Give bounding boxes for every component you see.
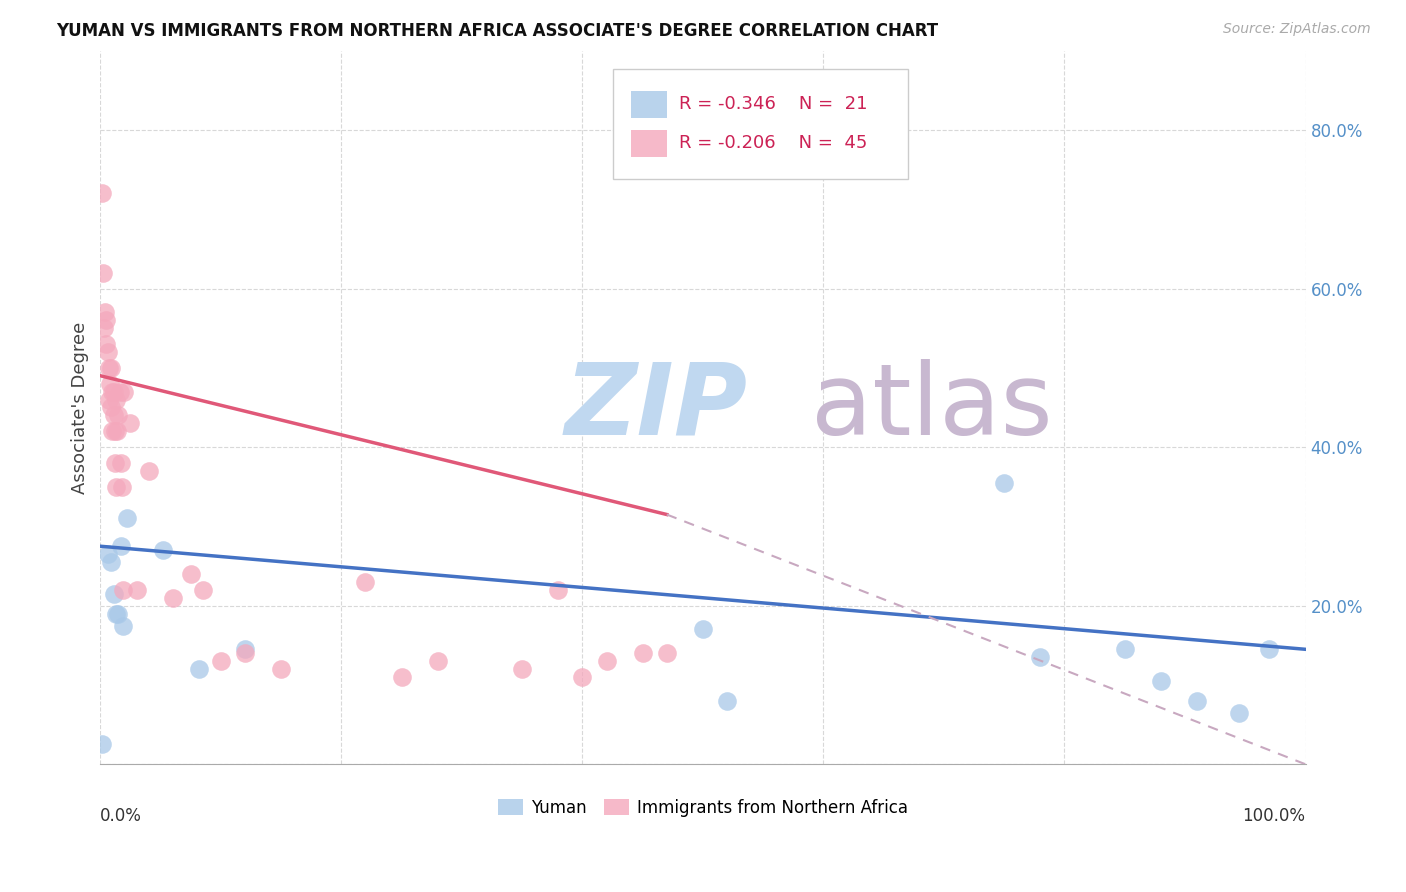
Point [98,376,121,391]
Point [595,654,617,668]
Point [96,313,118,327]
Point [103,587,125,601]
Point [115,511,138,525]
Point [270,662,292,676]
Point [105,424,128,438]
Point [101,424,124,438]
Point [1227,706,1250,720]
Point [209,654,232,668]
Point [104,424,127,438]
Point [391,670,413,684]
Point [547,582,569,597]
Point [96,337,118,351]
Point [1150,673,1173,688]
Point [180,566,202,581]
Point [110,456,132,470]
Point [101,384,124,399]
Point [103,409,125,423]
Point [655,646,678,660]
Point [105,480,128,494]
Point [112,582,135,597]
Point [1114,642,1136,657]
Point [152,543,174,558]
Point [631,646,654,660]
Point [114,384,136,399]
Point [138,464,160,478]
Point [1185,694,1208,708]
Point [111,480,134,494]
Point [100,401,122,415]
Point [97,345,120,359]
Point [510,662,533,676]
Point [93,321,115,335]
Point [90,738,112,752]
Bar [631,91,666,118]
Text: Source: ZipAtlas.com: Source: ZipAtlas.com [1223,22,1371,37]
Point [105,607,128,621]
Point [108,384,131,399]
Point [97,360,120,375]
Point [426,654,449,668]
Point [100,555,122,569]
Point [91,266,114,280]
Point [1029,650,1052,665]
Bar [631,130,666,157]
Point [233,646,256,660]
Text: atlas: atlas [811,359,1053,456]
Text: YUMAN VS IMMIGRANTS FROM NORTHERN AFRICA ASSOCIATE'S DEGREE CORRELATION CHART: YUMAN VS IMMIGRANTS FROM NORTHERN AFRICA… [56,22,938,40]
FancyBboxPatch shape [613,69,908,179]
Point [107,409,129,423]
Point [90,186,112,201]
Point [162,591,184,605]
Point [571,670,593,684]
Point [104,456,127,470]
Text: R = -0.206    N =  45: R = -0.206 N = 45 [679,135,868,153]
Point [100,360,122,375]
Point [191,582,214,597]
Point [692,623,714,637]
Point [233,642,256,657]
Y-axis label: Associate's Degree: Associate's Degree [72,321,89,493]
Point [354,574,377,589]
Point [112,618,135,632]
Point [107,607,129,621]
Point [97,392,120,407]
Point [716,694,738,708]
Point [188,662,211,676]
Text: 0.0%: 0.0% [100,807,142,825]
Point [94,305,117,319]
Point [125,582,148,597]
Point [105,392,128,407]
Text: 100.0%: 100.0% [1243,807,1306,825]
Point [110,539,132,553]
Text: R = -0.346    N =  21: R = -0.346 N = 21 [679,95,868,113]
Legend: Yuman, Immigrants from Northern Africa: Yuman, Immigrants from Northern Africa [491,792,914,823]
Point [1258,642,1281,657]
Point [993,475,1015,490]
Point [97,547,120,561]
Point [120,417,142,431]
Point [103,384,125,399]
Text: ZIP: ZIP [564,359,748,456]
